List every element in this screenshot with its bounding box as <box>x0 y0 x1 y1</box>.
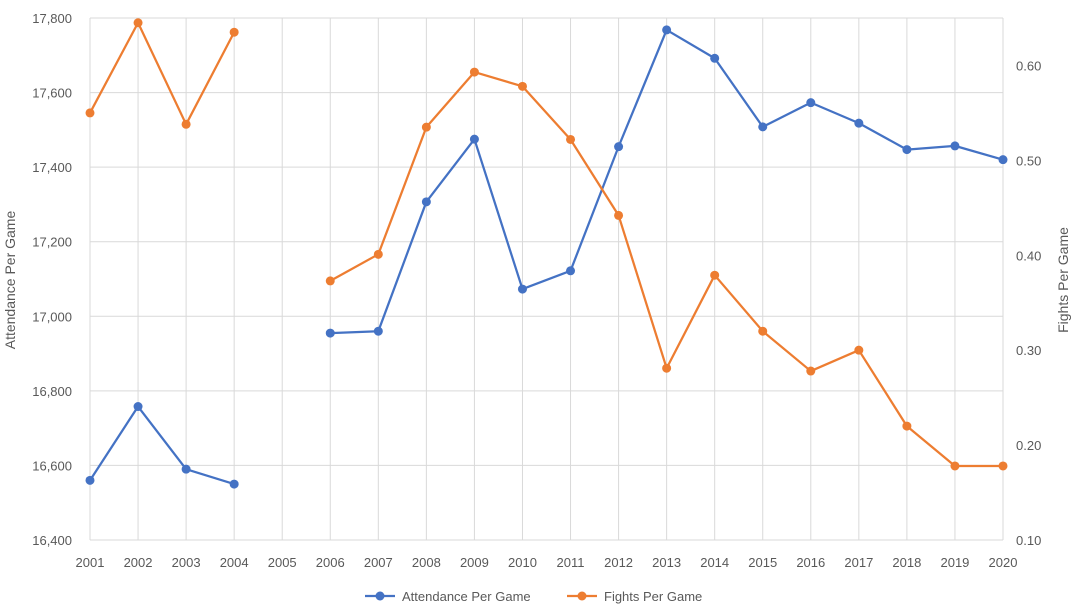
x-tick-label: 2019 <box>940 555 969 570</box>
data-point <box>229 479 239 489</box>
data-point <box>517 81 527 91</box>
y-tick-label: 16,800 <box>32 384 72 399</box>
data-point <box>614 142 624 152</box>
data-point <box>950 461 960 471</box>
x-tick-label: 2017 <box>844 555 873 570</box>
x-tick-label: 2004 <box>220 555 249 570</box>
data-point <box>133 18 143 28</box>
x-tick-label: 2012 <box>604 555 633 570</box>
data-point <box>758 326 768 336</box>
series-layer <box>85 18 1008 489</box>
data-point <box>614 210 624 220</box>
legend-marker <box>577 591 587 601</box>
legend-marker <box>375 591 385 601</box>
data-point <box>325 328 335 338</box>
data-point <box>517 284 527 294</box>
x-tick-label: 2005 <box>268 555 297 570</box>
x-tick-label: 2009 <box>460 555 489 570</box>
data-point <box>998 461 1008 471</box>
data-point <box>421 122 431 132</box>
x-tick-label: 2001 <box>76 555 105 570</box>
data-point <box>421 197 431 207</box>
data-point <box>998 155 1008 165</box>
data-point <box>181 119 191 129</box>
y2-tick-label: 0.40 <box>1016 248 1041 263</box>
data-point <box>566 266 576 276</box>
data-point <box>710 53 720 63</box>
x-tick-label: 2002 <box>124 555 153 570</box>
data-point <box>854 118 864 128</box>
data-point <box>902 421 912 431</box>
x-tick-label: 2014 <box>700 555 729 570</box>
data-point <box>373 249 383 259</box>
data-point <box>710 270 720 280</box>
legend-label: Attendance Per Game <box>402 589 531 604</box>
x-tick-label: 2011 <box>557 555 585 570</box>
series-line-1 <box>89 21 236 126</box>
x-tick-label: 2007 <box>364 555 393 570</box>
left-y-axis-ticks: 16,400 16,600 16,800 17,000 17,200 17,400 17,6… <box>32 11 72 548</box>
y-tick-label: 17,400 <box>32 160 72 175</box>
legend: Attendance Per Game Fights Per Game <box>365 589 702 604</box>
legend-label: Fights Per Game <box>604 589 702 604</box>
data-point <box>85 475 95 485</box>
x-tick-label: 2010 <box>508 555 537 570</box>
y-tick-label: 17,600 <box>32 86 72 101</box>
x-tick-label: 2008 <box>412 555 441 570</box>
y2-tick-label: 0.60 <box>1016 58 1041 73</box>
series-line-0 <box>89 405 235 486</box>
data-point <box>181 464 191 474</box>
data-point <box>806 366 816 376</box>
data-point <box>133 402 143 412</box>
y-tick-label: 17,800 <box>32 11 72 26</box>
y2-tick-label: 0.20 <box>1016 438 1041 453</box>
data-point <box>662 25 672 35</box>
left-y-axis-title: Attendance Per Game <box>2 211 18 350</box>
data-point <box>854 345 864 355</box>
x-tick-label: 2006 <box>316 555 345 570</box>
data-point <box>373 326 383 336</box>
data-point <box>902 145 912 155</box>
data-point <box>325 276 335 286</box>
data-point <box>229 27 239 37</box>
y-tick-label: 16,400 <box>32 533 72 548</box>
right-y-axis-ticks: 0.10 0.20 0.30 0.40 0.50 0.60 <box>1016 58 1041 548</box>
x-tick-label: 2015 <box>748 555 777 570</box>
x-tick-label: 2013 <box>652 555 681 570</box>
y2-tick-label: 0.30 <box>1016 343 1041 358</box>
y2-tick-label: 0.50 <box>1016 153 1041 168</box>
x-axis-ticks: 2001 2002 2003 2004 2005 2006 2007 2008 2009 2010… <box>76 555 1018 570</box>
x-tick-label: 2003 <box>172 555 201 570</box>
data-point <box>950 141 960 151</box>
x-tick-label: 2016 <box>796 555 825 570</box>
data-point <box>85 108 95 118</box>
y-tick-label: 17,000 <box>32 309 72 324</box>
x-tick-label: 2020 <box>989 555 1018 570</box>
data-point <box>566 134 576 144</box>
data-point <box>662 363 672 373</box>
data-point <box>469 134 479 144</box>
data-point <box>469 67 479 77</box>
right-y-axis-title: Fights Per Game <box>1055 227 1071 333</box>
y2-tick-label: 0.10 <box>1016 533 1041 548</box>
y-tick-label: 16,600 <box>32 458 72 473</box>
x-tick-label: 2018 <box>892 555 921 570</box>
data-point <box>758 122 768 132</box>
y-tick-label: 17,200 <box>32 235 72 250</box>
data-point <box>806 98 816 108</box>
